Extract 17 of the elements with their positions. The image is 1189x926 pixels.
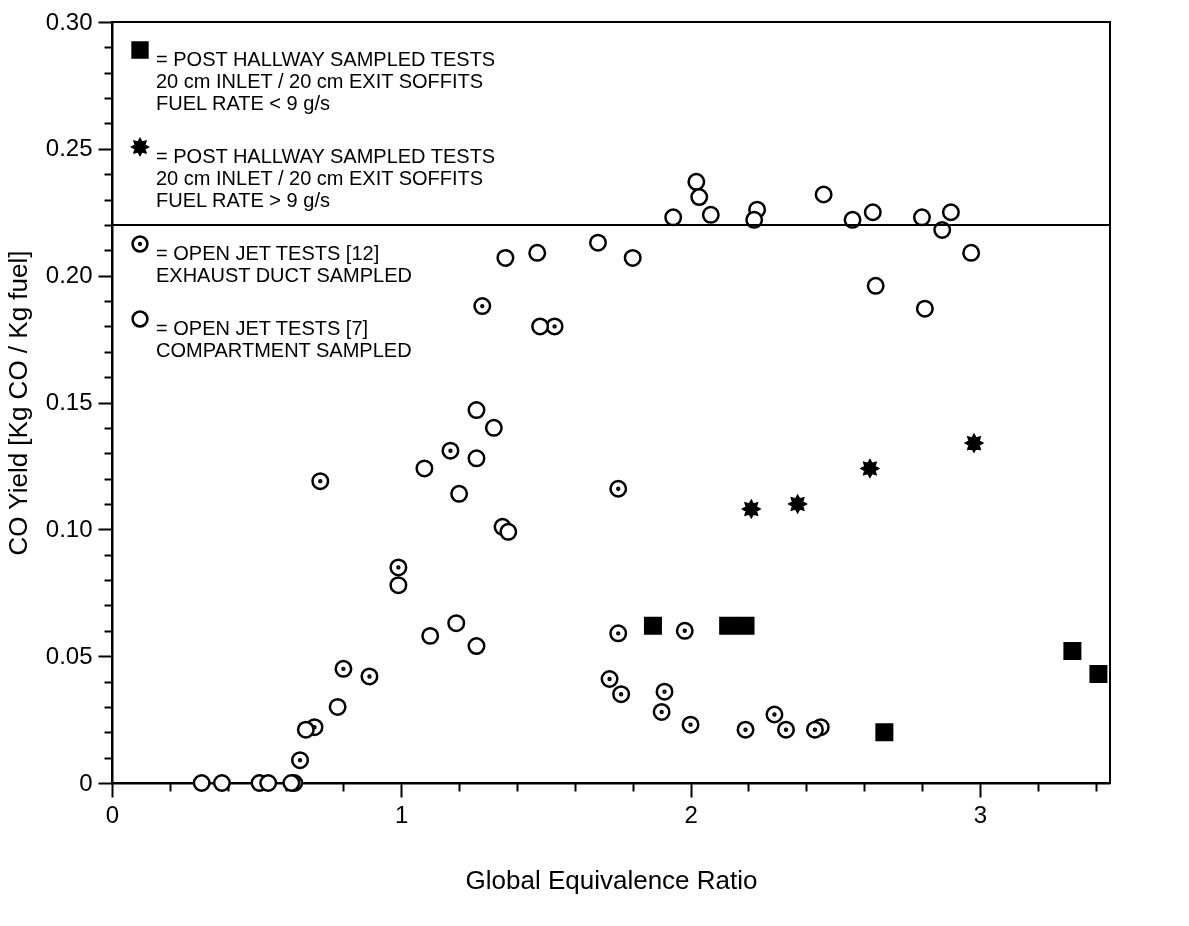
y-tick-label: 0.15 [45, 388, 93, 415]
legend-label: = POST HALLWAY SAMPLED TESTS 20 cm INLET / 20 cm EXIT SOFFITS FUEL RATE < 9 g/s [156, 48, 496, 114]
y-tick-label: 0.25 [45, 134, 93, 162]
legend-label: = OPEN JET TESTS [12] EXHAUST DUCT SAMPLED [156, 242, 412, 286]
x-tick-label: 2 [684, 800, 698, 828]
legend-label: = POST HALLWAY SAMPLED TESTS 20 cm INLET / 20 cm EXIT SOFFITS FUEL RATE > 9 g/s [156, 145, 496, 211]
x-tick-label: 3 [973, 800, 988, 828]
y-tick-label: 0.10 [45, 514, 93, 542]
y-tick-label: 0.05 [45, 641, 93, 669]
x-tick-label: 1 [395, 800, 409, 828]
x-axis-title: Global Equivalence Ratio [465, 864, 758, 895]
x-tick-label: 0 [105, 800, 120, 828]
y-axis-title: CO Yield [Kg CO / Kg fuel] [2, 250, 33, 556]
legend-label: = OPEN JET TESTS [7] COMPARTMENT SAMPLED [156, 317, 412, 361]
y-tick-label: 0.30 [45, 7, 93, 35]
y-tick-label: 0 [79, 768, 93, 796]
y-tick-label: 0.20 [45, 261, 93, 289]
